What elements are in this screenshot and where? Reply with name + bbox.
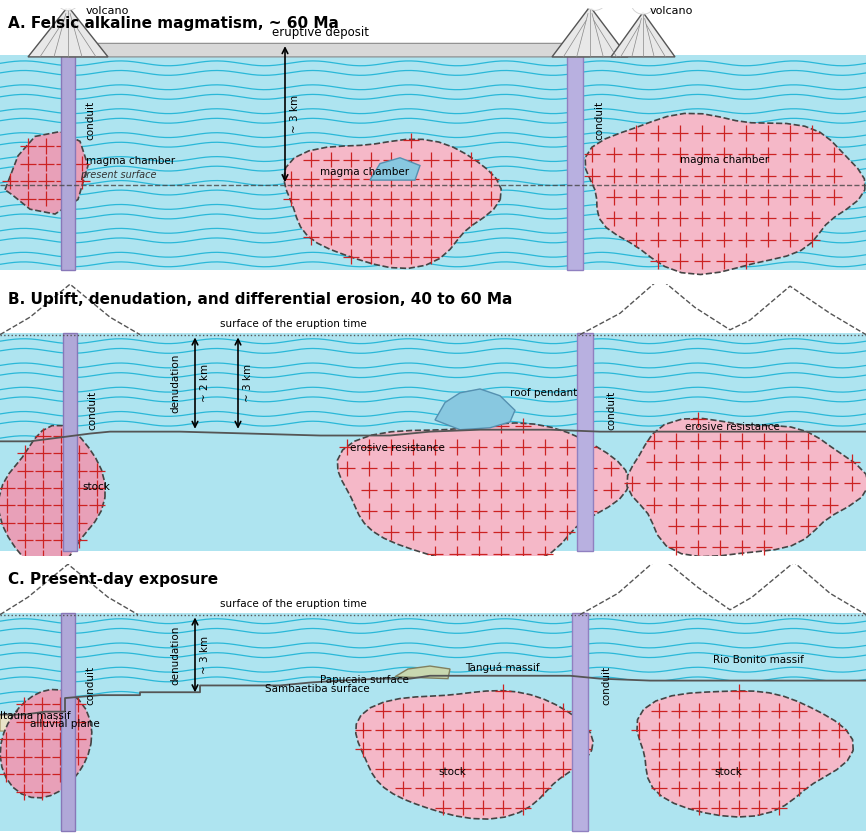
Text: denudation: denudation (170, 354, 180, 412)
Polygon shape (627, 418, 866, 557)
Circle shape (631, 0, 655, 14)
Text: conduit: conduit (85, 101, 95, 139)
Polygon shape (5, 132, 88, 214)
Text: surface of the eruption time: surface of the eruption time (220, 319, 366, 329)
Polygon shape (0, 426, 105, 570)
Text: ~ 3 km: ~ 3 km (200, 636, 210, 674)
Bar (567, 55, 583, 270)
Polygon shape (68, 44, 590, 57)
Polygon shape (0, 690, 92, 798)
Text: magma chamber: magma chamber (680, 155, 769, 165)
Text: Itaúna massif: Itaúna massif (0, 711, 71, 722)
Polygon shape (611, 13, 675, 57)
Text: C. Present-day exposure: C. Present-day exposure (8, 572, 218, 587)
Circle shape (583, 0, 607, 10)
Text: conduit: conduit (87, 391, 97, 430)
Text: denudation: denudation (170, 625, 180, 685)
Polygon shape (370, 158, 420, 180)
Text: stock: stock (438, 767, 466, 777)
Text: surface of the eruption time: surface of the eruption time (220, 599, 366, 609)
Text: Rio Bonito massif: Rio Bonito massif (713, 655, 804, 665)
Bar (61, 612, 75, 831)
Text: stock: stock (82, 482, 110, 492)
Polygon shape (284, 139, 501, 269)
Bar (572, 612, 588, 831)
Text: present surface: present surface (80, 171, 157, 180)
Text: Tanguá massif: Tanguá massif (465, 663, 540, 673)
Circle shape (56, 0, 80, 10)
Polygon shape (356, 690, 593, 819)
Text: erosive resistance: erosive resistance (350, 443, 445, 453)
Polygon shape (0, 711, 65, 731)
Text: magma chamber: magma chamber (86, 155, 175, 165)
Bar (0, 55, 866, 270)
Text: B. Uplift, denudation, and differential erosion, 40 to 60 Ma: B. Uplift, denudation, and differential … (8, 292, 513, 307)
Text: volcano: volcano (86, 7, 129, 16)
Bar (63, 333, 77, 551)
Polygon shape (338, 423, 629, 568)
Bar (0, 333, 866, 551)
Text: conduit: conduit (85, 666, 95, 705)
Bar (61, 55, 75, 270)
Text: conduit: conduit (606, 391, 616, 430)
Text: Papucaia surface: Papucaia surface (320, 675, 409, 685)
Polygon shape (585, 113, 865, 275)
Text: volcano: volcano (650, 7, 694, 16)
Text: magma chamber: magma chamber (320, 167, 409, 177)
Text: eruptive deposit: eruptive deposit (272, 25, 369, 39)
Bar (577, 333, 593, 551)
Bar (0, 612, 866, 831)
Text: ~ 3 km: ~ 3 km (290, 95, 300, 134)
Text: A. Felsic alkaline magmatism, ~ 60 Ma: A. Felsic alkaline magmatism, ~ 60 Ma (8, 16, 339, 31)
Text: stock: stock (714, 767, 742, 777)
Polygon shape (637, 691, 853, 817)
Text: roof pendant: roof pendant (510, 388, 578, 398)
Text: Sambaetiba surface: Sambaetiba surface (265, 685, 370, 694)
Text: conduit: conduit (601, 666, 611, 705)
Polygon shape (435, 389, 515, 430)
Polygon shape (552, 7, 628, 57)
Text: conduit: conduit (594, 101, 604, 139)
Text: erosive resistance: erosive resistance (685, 422, 780, 432)
Text: ~ 2 km: ~ 2 km (200, 364, 210, 402)
Text: ~ 3 km: ~ 3 km (243, 364, 253, 402)
Polygon shape (28, 7, 108, 57)
Text: alluvial plane: alluvial plane (30, 719, 100, 729)
Polygon shape (395, 666, 450, 679)
